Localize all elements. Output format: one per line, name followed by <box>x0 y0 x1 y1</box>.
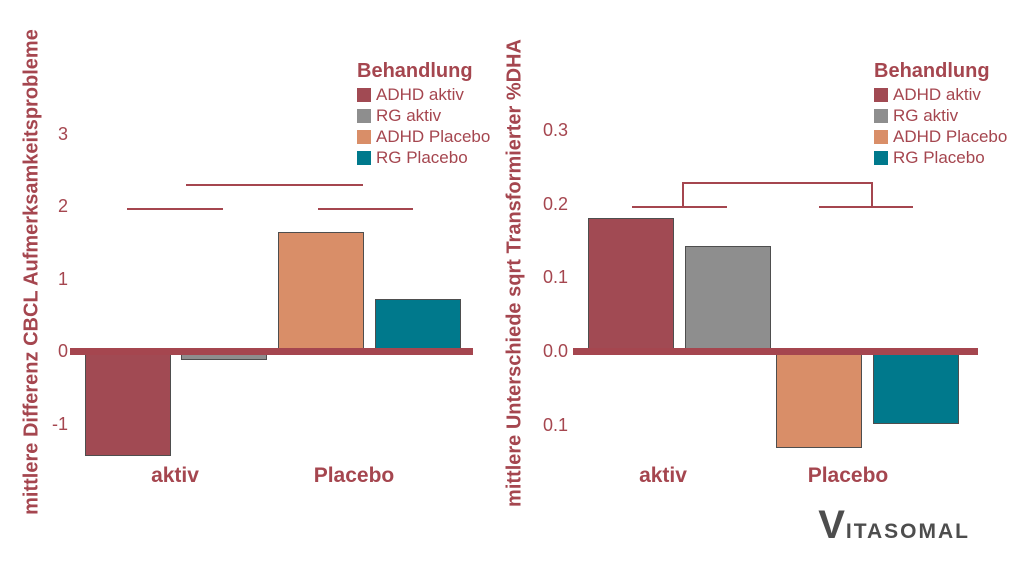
bar-rg-placebo <box>873 351 959 424</box>
bar-rg-aktiv <box>685 246 771 351</box>
y-tick-label: -1 <box>51 413 68 434</box>
legend-item: ADHD aktiv <box>357 84 490 104</box>
legend-item-label: ADHD aktiv <box>376 84 464 104</box>
y-tick-label: 0.3 <box>542 119 568 140</box>
zero-baseline <box>573 348 978 355</box>
significance-bracket-side <box>682 181 684 207</box>
legend-swatch <box>874 87 888 102</box>
y-tick-label: 3 <box>57 123 68 144</box>
legend-item: RG Placebo <box>357 147 490 167</box>
y-tick-label: 0.2 <box>542 193 568 214</box>
legend-swatch <box>874 108 888 123</box>
significance-line <box>318 207 413 210</box>
significance-line <box>186 183 363 186</box>
x-category-label: aktiv <box>151 464 199 487</box>
significance-bracket-top <box>683 181 872 184</box>
legend-swatch <box>357 129 371 144</box>
y-tick-label: 1 <box>57 268 68 289</box>
zero-baseline <box>70 348 473 355</box>
x-category-label: Placebo <box>313 464 395 487</box>
y-tick-label: 0.1 <box>542 267 568 288</box>
legend-swatch <box>357 108 371 123</box>
y-tick-label: 0.1 <box>542 414 568 435</box>
significance-line <box>632 206 727 209</box>
legend-item-label: ADHD aktiv <box>893 84 981 104</box>
y-tick-label: 0 <box>57 341 68 361</box>
legend: Behandlung ADHD aktiv RG aktiv ADHD Placebo… <box>357 60 490 171</box>
legend-item-label: RG Placebo <box>376 147 468 167</box>
legend-item: ADHD Placebo <box>874 126 1008 146</box>
x-category-label: Placebo <box>807 464 889 487</box>
y-tick-label: 0.0 <box>542 341 568 361</box>
legend-title: Behandlung <box>874 60 990 82</box>
legend-item-label: ADHD Placebo <box>893 126 1008 146</box>
significance-line <box>819 206 913 209</box>
legend-swatch <box>357 87 371 102</box>
legend-item-label: RG aktiv <box>893 105 959 125</box>
legend-item: ADHD Placebo <box>357 126 491 146</box>
legend-item: ADHD aktiv <box>874 84 1007 104</box>
significance-line <box>127 207 223 210</box>
legend-item-label: RG Placebo <box>893 147 985 167</box>
bar-adhd-placebo <box>278 232 364 351</box>
bar-rg-placebo <box>375 298 461 351</box>
y-tick-label: 2 <box>57 196 68 216</box>
legend-swatch <box>874 129 888 144</box>
legend-item-label: ADHD Placebo <box>376 126 491 146</box>
bar-adhd-aktiv <box>588 218 674 351</box>
legend-title: Behandlung <box>357 60 473 82</box>
x-category-label: aktiv <box>639 464 687 487</box>
legend-item-label: RG aktiv <box>376 105 442 125</box>
legend-item: RG Placebo <box>874 147 1007 167</box>
bar-adhd-placebo <box>776 351 862 449</box>
legend: Behandlung ADHD aktiv RG aktiv ADHD Placebo… <box>874 60 1007 171</box>
legend-swatch <box>874 150 888 165</box>
legend-swatch <box>357 150 371 165</box>
bar-adhd-aktiv <box>85 351 171 457</box>
legend-item: RG aktiv <box>874 105 1007 125</box>
logo-initial: V <box>818 503 846 547</box>
legend-item: RG aktiv <box>357 105 490 125</box>
logo-rest: ITASOMAL <box>845 520 970 543</box>
vitasomal-logo: VITASOMAL <box>818 503 970 548</box>
significance-bracket-side <box>871 181 873 207</box>
